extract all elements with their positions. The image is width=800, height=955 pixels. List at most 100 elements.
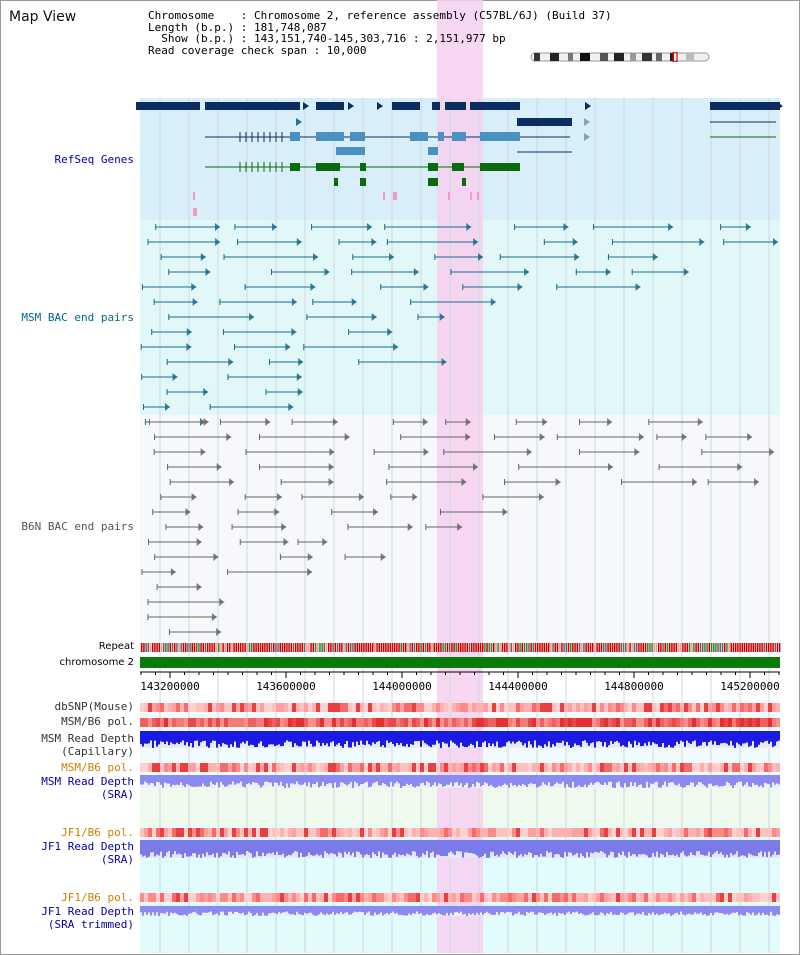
depth-bar (610, 731, 612, 742)
repeat-mark (589, 643, 592, 652)
depth-bar (778, 731, 780, 741)
heat-cell (160, 893, 164, 902)
heat-cell (508, 763, 512, 772)
repeat-mark (372, 643, 374, 652)
repeat-mark (752, 643, 754, 652)
depth-bar (224, 906, 226, 916)
depth-bar (408, 906, 410, 914)
heat-cell (224, 703, 228, 712)
axis-tick-label: 144000000 (372, 680, 432, 693)
depth-bar (726, 731, 728, 744)
depth-bar (660, 840, 662, 854)
depth-bar (162, 731, 164, 742)
depth-bar (672, 840, 674, 855)
repeat-mark (559, 643, 561, 652)
axis-tick-label: 144800000 (604, 680, 664, 693)
repeat-mark (380, 643, 383, 652)
heat-cell (760, 763, 764, 772)
heat-cell (444, 718, 448, 727)
heat-cell (668, 828, 672, 837)
depth-bar (638, 906, 640, 914)
repeat-mark (757, 643, 759, 652)
read-depth-tracks[interactable] (140, 731, 780, 916)
repeat-mark (488, 643, 490, 652)
heat-cell (228, 893, 232, 902)
msm-bac-track[interactable] (140, 223, 779, 426)
gene-block (428, 163, 438, 171)
depth-bar (556, 906, 558, 916)
selection-highlight[interactable] (437, 0, 483, 953)
repeat-mark (779, 643, 781, 652)
depth-bar (202, 775, 204, 784)
heat-cell (260, 703, 264, 712)
depth-bar (300, 906, 302, 915)
depth-bar (150, 906, 152, 916)
depth-bar (376, 775, 378, 782)
depth-bar (336, 731, 338, 745)
bac-end-arrow (555, 478, 561, 486)
heat-cell (608, 893, 612, 902)
heat-cell (520, 763, 524, 772)
heat-cell (580, 828, 584, 837)
depth-bar (294, 731, 296, 744)
depth-bar (260, 840, 262, 857)
repeat-mark (220, 643, 222, 652)
heat-cell (320, 718, 324, 727)
heat-cell (536, 763, 540, 772)
heat-cell (140, 763, 144, 772)
repeat-track[interactable] (140, 643, 781, 652)
depth-bar (272, 906, 274, 913)
depth-bar (614, 775, 616, 788)
heat-cell (356, 763, 360, 772)
heat-cell (324, 703, 328, 712)
depth-bar (164, 731, 166, 745)
repeat-mark (585, 643, 587, 652)
gene-block (432, 102, 440, 110)
repeat-mark (737, 643, 739, 652)
heat-cell (556, 703, 560, 712)
heat-cell (416, 718, 420, 727)
heat-cell (692, 718, 696, 727)
repeat-mark (259, 643, 262, 652)
depth-bar (252, 731, 254, 745)
repeat-mark (251, 643, 253, 652)
depth-bar (702, 731, 704, 743)
depth-bar (730, 840, 732, 854)
depth-bar (250, 775, 252, 785)
depth-bar (244, 775, 246, 788)
depth-bar (342, 906, 344, 915)
depth-bar (656, 906, 658, 914)
heat-cell (428, 703, 432, 712)
depth-bar (242, 775, 244, 787)
b6n-bac-track[interactable] (141, 418, 775, 651)
heat-cell (576, 763, 580, 772)
heat-cell (760, 893, 764, 902)
repeat-mark (563, 643, 565, 652)
heat-cell (328, 703, 332, 712)
depth-bar (664, 906, 666, 913)
repeat-mark (457, 643, 460, 652)
heat-cell (384, 763, 388, 772)
gene-block (517, 118, 572, 126)
polymorphism-heat-tracks[interactable] (140, 703, 780, 902)
depth-bar (580, 775, 582, 787)
heat-cell (208, 763, 212, 772)
depth-bar (476, 840, 478, 856)
heat-cell (616, 703, 620, 712)
depth-bar (292, 906, 294, 915)
depth-bar (456, 731, 458, 746)
heat-cell (320, 763, 324, 772)
depth-bar (570, 731, 572, 748)
refseq-genes-track[interactable] (136, 102, 783, 216)
repeat-mark (592, 643, 594, 652)
heat-cell (592, 718, 596, 727)
chromosome-ideogram[interactable] (530, 52, 710, 62)
heat-cell (280, 763, 284, 772)
heat-cell (240, 703, 244, 712)
depth-bar (374, 840, 376, 855)
depth-bar (768, 731, 770, 744)
bac-end-arrow (692, 478, 698, 486)
heat-cell (748, 718, 752, 727)
heat-cell (180, 763, 184, 772)
